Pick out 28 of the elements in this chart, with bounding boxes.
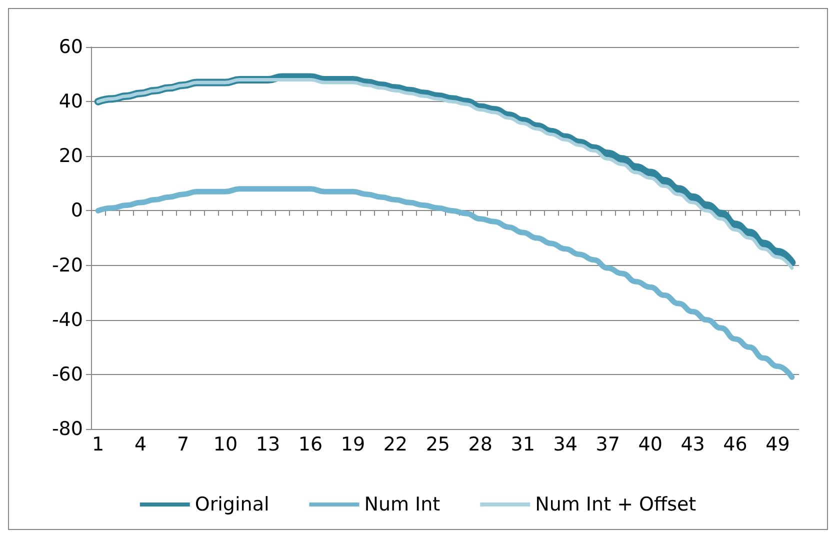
y-tick-label: -80 bbox=[52, 418, 83, 440]
x-tick-label: 31 bbox=[510, 434, 535, 456]
legend-label: Num Int + Offset bbox=[535, 494, 696, 516]
x-tick-label: 7 bbox=[176, 434, 190, 456]
y-tick-label: -20 bbox=[52, 254, 83, 276]
x-tick-label: 34 bbox=[553, 434, 578, 456]
y-tick-label: 40 bbox=[58, 90, 83, 113]
y-tick-label: 20 bbox=[58, 145, 83, 168]
x-tick-label: 13 bbox=[256, 434, 280, 456]
y-tick-label: -60 bbox=[52, 363, 83, 386]
x-tick-label: 25 bbox=[426, 434, 450, 456]
x-tick-label: 40 bbox=[638, 434, 662, 456]
y-tick-label: 60 bbox=[58, 36, 83, 58]
x-tick-label: 10 bbox=[213, 434, 238, 456]
x-tick-label: 37 bbox=[596, 434, 620, 456]
x-tick-label: 19 bbox=[340, 434, 366, 456]
legend-label: Original bbox=[194, 494, 270, 516]
x-tick-label: 16 bbox=[298, 434, 323, 456]
x-tick-label: 28 bbox=[468, 434, 492, 456]
x-tick-label: 46 bbox=[723, 434, 748, 456]
y-tick-label: -40 bbox=[52, 308, 83, 331]
x-tick-label: 1 bbox=[92, 434, 104, 456]
x-tick-label: 49 bbox=[766, 434, 790, 456]
legend-label: Num Int bbox=[364, 494, 440, 516]
x-tick-label: 43 bbox=[680, 434, 705, 456]
x-tick-label: 22 bbox=[383, 434, 408, 456]
x-tick-label: 4 bbox=[134, 434, 147, 456]
y-tick-label: 0 bbox=[70, 200, 83, 222]
